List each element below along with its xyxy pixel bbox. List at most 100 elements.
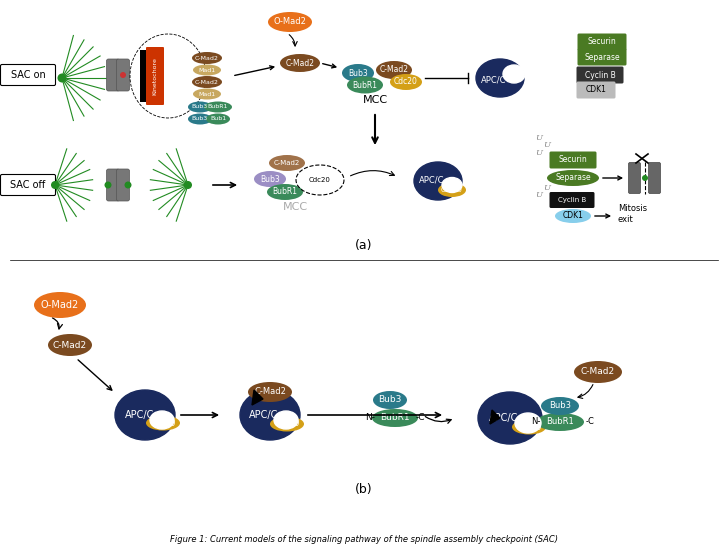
Polygon shape	[490, 410, 500, 424]
Circle shape	[120, 72, 126, 78]
Ellipse shape	[115, 390, 175, 440]
Ellipse shape	[478, 392, 542, 444]
Text: O-Mad2: O-Mad2	[41, 300, 79, 310]
Text: APC/C: APC/C	[489, 413, 518, 423]
Text: BubR1: BubR1	[207, 104, 228, 109]
Ellipse shape	[34, 292, 86, 318]
Text: U: U	[536, 149, 542, 157]
Text: C-Mad2: C-Mad2	[285, 59, 314, 68]
Text: C-Mad2: C-Mad2	[254, 387, 286, 397]
FancyBboxPatch shape	[577, 33, 627, 51]
Ellipse shape	[280, 54, 320, 72]
Text: Cdc20: Cdc20	[441, 187, 463, 193]
Circle shape	[58, 74, 66, 83]
Text: Figure 1: Current models of the signaling pathway of the spindle assembly checkp: Figure 1: Current models of the signalin…	[170, 536, 558, 545]
Text: SAC on: SAC on	[11, 70, 45, 80]
Text: Bub3: Bub3	[192, 117, 208, 122]
Ellipse shape	[240, 390, 300, 440]
Text: BubR1: BubR1	[352, 80, 378, 89]
FancyBboxPatch shape	[550, 192, 595, 208]
FancyBboxPatch shape	[649, 162, 660, 194]
Ellipse shape	[193, 89, 221, 99]
FancyBboxPatch shape	[577, 66, 623, 84]
Ellipse shape	[503, 65, 525, 83]
Ellipse shape	[414, 162, 462, 200]
FancyBboxPatch shape	[577, 81, 615, 99]
Circle shape	[105, 181, 111, 189]
Text: Bub1: Bub1	[210, 117, 226, 122]
Ellipse shape	[48, 334, 92, 356]
Ellipse shape	[541, 397, 579, 415]
Text: Cdc20: Cdc20	[150, 418, 176, 427]
Ellipse shape	[254, 171, 286, 187]
Text: SAC off: SAC off	[10, 180, 46, 190]
Ellipse shape	[476, 59, 524, 97]
Text: -C: -C	[585, 417, 595, 426]
Text: BubR1: BubR1	[546, 417, 574, 426]
Text: Cdc20: Cdc20	[309, 177, 331, 183]
Text: CDK1: CDK1	[563, 211, 583, 220]
Text: CDK1: CDK1	[585, 85, 606, 94]
Text: U: U	[544, 141, 550, 149]
Ellipse shape	[204, 102, 232, 113]
FancyBboxPatch shape	[106, 169, 119, 201]
Text: Separase: Separase	[584, 52, 620, 61]
Ellipse shape	[269, 155, 305, 171]
Ellipse shape	[274, 411, 298, 429]
Ellipse shape	[188, 102, 212, 113]
FancyBboxPatch shape	[1, 175, 55, 195]
Text: -C: -C	[415, 413, 424, 422]
Text: Mitosis
exit: Mitosis exit	[618, 204, 647, 224]
Circle shape	[51, 181, 59, 189]
Text: C-Mad2: C-Mad2	[195, 55, 219, 60]
Ellipse shape	[193, 65, 221, 75]
Text: N-: N-	[365, 413, 375, 422]
Text: O-Mad2: O-Mad2	[274, 17, 306, 26]
Text: APC/C: APC/C	[249, 410, 279, 420]
Text: APC/C: APC/C	[419, 176, 445, 185]
Ellipse shape	[270, 416, 304, 431]
Circle shape	[642, 175, 648, 181]
Ellipse shape	[150, 411, 174, 429]
Text: Separase: Separase	[555, 174, 591, 182]
Bar	[140, 50, 147, 102]
Text: Cyclin B: Cyclin B	[558, 197, 586, 203]
Ellipse shape	[342, 64, 374, 82]
Ellipse shape	[206, 113, 230, 124]
Text: C-Mad2: C-Mad2	[53, 340, 87, 349]
Text: N-: N-	[531, 417, 541, 426]
Text: MCC: MCC	[363, 95, 387, 105]
Text: Securin: Securin	[587, 37, 617, 46]
Text: (b): (b)	[355, 483, 373, 497]
FancyBboxPatch shape	[116, 59, 130, 91]
Ellipse shape	[192, 52, 222, 64]
Text: Kinetochore: Kinetochore	[152, 57, 157, 95]
Ellipse shape	[512, 420, 546, 435]
Text: C-Mad2: C-Mad2	[274, 160, 300, 166]
Ellipse shape	[248, 382, 292, 402]
Ellipse shape	[555, 209, 591, 223]
Ellipse shape	[267, 184, 303, 200]
Ellipse shape	[192, 76, 222, 88]
Ellipse shape	[268, 12, 312, 32]
Text: MCC: MCC	[282, 202, 307, 212]
Polygon shape	[252, 390, 263, 405]
Text: C-Mad2: C-Mad2	[581, 368, 615, 377]
Ellipse shape	[188, 113, 212, 124]
Ellipse shape	[347, 76, 383, 94]
Text: Mad1: Mad1	[199, 92, 215, 97]
Circle shape	[124, 181, 132, 189]
Text: U: U	[536, 191, 542, 199]
FancyBboxPatch shape	[628, 162, 641, 194]
Text: Bub3: Bub3	[379, 396, 402, 405]
Ellipse shape	[146, 416, 180, 431]
Ellipse shape	[515, 413, 541, 433]
Text: BubR1: BubR1	[272, 187, 298, 196]
Text: Bub3: Bub3	[348, 69, 368, 78]
Ellipse shape	[574, 361, 622, 383]
FancyBboxPatch shape	[550, 152, 596, 169]
Text: U: U	[544, 184, 550, 192]
Circle shape	[184, 181, 192, 189]
Text: Bub3: Bub3	[260, 175, 280, 184]
Text: Bub3: Bub3	[192, 104, 208, 109]
